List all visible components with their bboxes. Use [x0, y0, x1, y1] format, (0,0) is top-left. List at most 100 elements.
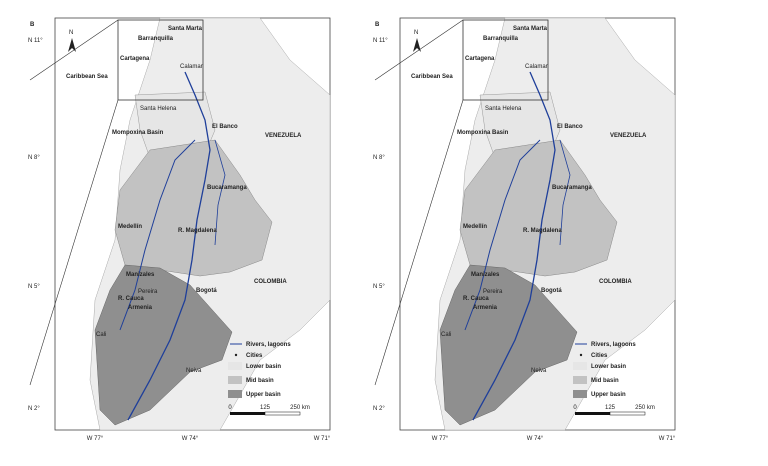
place-label: Caribbean Sea	[411, 74, 453, 80]
lon-label: W 74°	[182, 436, 199, 442]
place-label: Pereira	[483, 289, 503, 295]
panel-label: B	[30, 22, 35, 28]
map-panel: B N N 11° N 8° N 5° N 2° W 77° W 74° W 71° Santa …	[373, 17, 676, 442]
river	[214, 139, 226, 246]
place-label: R. Cauca	[463, 296, 489, 302]
lat-label: N 8°	[373, 155, 385, 161]
north-arrow	[68, 38, 76, 52]
lat-label: N 11°	[28, 38, 43, 44]
legend-swatch	[573, 362, 587, 370]
legend-swatch	[228, 362, 242, 370]
place-label: Cartagena	[465, 56, 495, 62]
place-label: Bogotá	[541, 288, 562, 294]
legend-swatch	[228, 390, 242, 398]
place-label: Calamar	[525, 64, 548, 70]
place-label: Bucaramanga	[207, 185, 247, 191]
legend-label: Rivers, lagoons	[246, 342, 291, 348]
place-label: Medellín	[118, 224, 142, 230]
panel-label: B	[375, 22, 380, 28]
place-label: Neiva	[186, 368, 202, 374]
legend-label: Mid basin	[246, 378, 274, 384]
lat-label: N 8°	[28, 155, 40, 161]
lon-label: W 71°	[314, 436, 331, 442]
place-label: COLOMBIA	[254, 279, 287, 285]
legend-swatch	[573, 390, 587, 398]
lat-label: N 5°	[373, 284, 385, 290]
inset-connector	[29, 99, 119, 386]
place-label: Armenia	[473, 305, 498, 311]
place-label: Cali	[441, 332, 451, 338]
inset-box	[462, 19, 549, 101]
lat-label: N 11°	[373, 38, 388, 44]
scale-label: 250 km	[290, 405, 310, 411]
place-label: Medellín	[463, 224, 487, 230]
place-label: Cali	[96, 332, 106, 338]
place-label: VENEZUELA	[610, 133, 647, 139]
place-label: Bucaramanga	[552, 185, 592, 191]
legend-swatch	[228, 376, 242, 384]
place-label: Bogotá	[196, 288, 217, 294]
north-label: N	[414, 30, 418, 36]
legend-label: Cities	[591, 353, 608, 359]
scale-label: 0	[573, 405, 577, 411]
legend-label: Cities	[246, 353, 263, 359]
lat-label: N 2°	[28, 406, 40, 412]
place-label: Santa Helena	[140, 106, 177, 112]
north-arrow	[413, 38, 421, 52]
place-label: Mompoxina Basin	[457, 130, 509, 136]
mid-basin	[114, 139, 273, 277]
inset-box	[117, 19, 204, 101]
place-label: El Banco	[557, 124, 583, 130]
lat-label: N 5°	[28, 284, 40, 290]
river	[127, 71, 211, 421]
place-label: VENEZUELA	[265, 133, 302, 139]
scale-label: 125	[605, 405, 616, 411]
lon-label: W 77°	[87, 436, 104, 442]
north-label: N	[69, 30, 73, 36]
place-label: Calamar	[180, 64, 203, 70]
legend-swatch	[573, 376, 587, 384]
legend-label: Lower basin	[591, 364, 626, 370]
place-label: Manizales	[126, 272, 155, 278]
place-label: Manizales	[471, 272, 500, 278]
place-label: R. Magdalena	[523, 228, 562, 234]
scale-label: 250 km	[635, 405, 655, 411]
place-label: Caribbean Sea	[66, 74, 108, 80]
place-label: Santa Marta	[513, 26, 548, 32]
legend-dot	[579, 353, 583, 357]
lat-label: N 2°	[373, 406, 385, 412]
legend-label: Upper basin	[246, 392, 281, 398]
place-label: R. Magdalena	[178, 228, 217, 234]
place-label: Cartagena	[120, 56, 150, 62]
legend-dot	[234, 353, 238, 357]
lon-label: W 74°	[527, 436, 544, 442]
inset-connector	[374, 99, 464, 386]
river	[472, 71, 556, 421]
place-label: Santa Marta	[168, 26, 203, 32]
legend-label: Mid basin	[591, 378, 619, 384]
legend-label: Rivers, lagoons	[591, 342, 636, 348]
place-label: COLOMBIA	[599, 279, 632, 285]
place-label: Pereira	[138, 289, 158, 295]
place-label: Neiva	[531, 368, 547, 374]
river	[119, 139, 196, 331]
scale-bar	[575, 412, 610, 415]
river	[559, 139, 571, 246]
place-label: Mompoxina Basin	[112, 130, 164, 136]
place-label: Barranquilla	[483, 36, 519, 42]
river	[464, 139, 541, 331]
legend-label: Upper basin	[591, 392, 626, 398]
legend-label: Lower basin	[246, 364, 281, 370]
mid-basin	[459, 139, 618, 277]
place-label: El Banco	[212, 124, 238, 130]
scale-bar	[609, 411, 646, 416]
scale-label: 0	[228, 405, 232, 411]
lon-label: W 71°	[659, 436, 676, 442]
scale-label: 125	[260, 405, 271, 411]
lon-label: W 77°	[432, 436, 449, 442]
scale-bar	[230, 412, 265, 415]
place-label: Armenia	[128, 305, 153, 311]
scale-bar	[264, 411, 301, 416]
map-panel: B N N 11° N 8° N 5° N 2° W 77° W 74° W 71° Santa …	[28, 17, 331, 442]
